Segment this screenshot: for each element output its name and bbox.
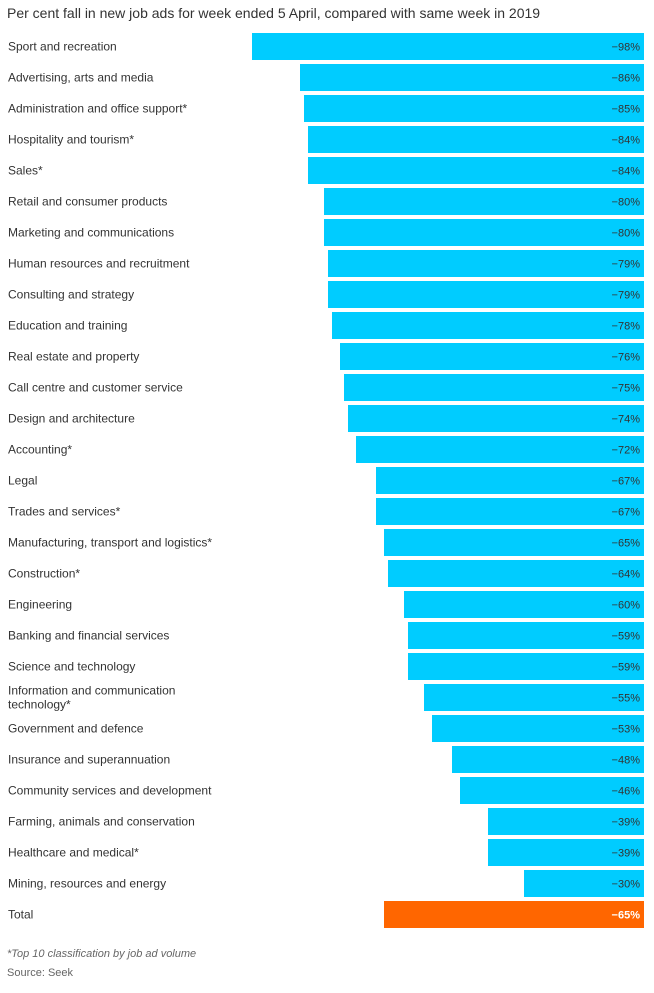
value-label: −85% — [612, 104, 641, 116]
value-label: −30% — [612, 879, 641, 891]
bar — [252, 33, 644, 60]
category-label: Real estate and property — [8, 350, 139, 364]
value-label: −53% — [612, 724, 641, 736]
category-label: Information and communication technology* — [8, 684, 175, 712]
bar — [324, 219, 644, 246]
bar — [488, 808, 644, 835]
bar — [452, 746, 644, 773]
category-label: Banking and financial services — [8, 629, 169, 643]
category-label: Consulting and strategy — [8, 288, 134, 302]
value-label: −65% — [612, 910, 641, 922]
value-label: −64% — [612, 569, 641, 581]
category-label: Accounting* — [8, 443, 72, 457]
bar — [356, 436, 644, 463]
category-label: Community services and development — [8, 784, 212, 798]
bar — [432, 715, 644, 742]
category-label: Sales* — [8, 164, 43, 178]
value-label: −80% — [612, 197, 641, 209]
value-label: −76% — [612, 352, 641, 364]
value-label: −84% — [612, 166, 641, 178]
category-label: Design and architecture — [8, 412, 135, 426]
bar — [328, 250, 644, 277]
category-label: Retail and consumer products — [8, 195, 167, 209]
category-label: Advertising, arts and media — [8, 71, 154, 85]
bar — [344, 374, 644, 401]
category-label: Sport and recreation — [8, 40, 117, 54]
category-label: Total — [8, 908, 33, 922]
bar — [328, 281, 644, 308]
bar — [300, 64, 644, 91]
value-label: −46% — [612, 786, 641, 798]
value-label: −39% — [612, 848, 641, 860]
value-label: −67% — [612, 507, 641, 519]
value-label: −80% — [612, 228, 641, 240]
source-note: Source: Seek — [7, 967, 74, 979]
category-label: Education and training — [8, 319, 127, 333]
category-label: Engineering — [8, 598, 72, 612]
bar — [308, 126, 644, 153]
value-label: −65% — [612, 538, 641, 550]
category-label: Government and defence — [8, 722, 144, 736]
bar — [388, 560, 644, 587]
value-label: −75% — [612, 383, 641, 395]
category-label: Call centre and customer service — [8, 381, 183, 395]
bar — [384, 529, 644, 556]
value-label: −48% — [612, 755, 641, 767]
bar — [376, 467, 644, 494]
bar — [488, 839, 644, 866]
bar — [376, 498, 644, 525]
bar — [348, 405, 644, 432]
value-label: −74% — [612, 414, 641, 426]
chart-title: Per cent fall in new job ads for week en… — [7, 5, 541, 21]
category-label: Insurance and superannuation — [8, 753, 170, 767]
bar — [324, 188, 644, 215]
value-label: −72% — [612, 445, 641, 457]
value-label: −67% — [612, 476, 641, 488]
category-label: Hospitality and tourism* — [8, 133, 134, 147]
bar-total — [384, 901, 644, 928]
value-label: −39% — [612, 817, 641, 829]
category-label: Healthcare and medical* — [8, 846, 139, 860]
value-label: −55% — [612, 693, 641, 705]
value-label: −78% — [612, 321, 641, 333]
category-label: Manufacturing, transport and logistics* — [8, 536, 212, 550]
value-label: −79% — [612, 290, 641, 302]
bar — [408, 653, 644, 680]
value-label: −79% — [612, 259, 641, 271]
bar — [524, 870, 644, 897]
bar — [304, 95, 644, 122]
value-label: −98% — [612, 42, 641, 54]
category-label: Mining, resources and energy — [8, 877, 166, 891]
value-label: −84% — [612, 135, 641, 147]
category-label: Human resources and recruitment — [8, 257, 190, 271]
value-label: −60% — [612, 600, 641, 612]
category-label: Administration and office support* — [8, 102, 188, 116]
bar — [332, 312, 644, 339]
footnote: *Top 10 classification by job ad volume — [7, 948, 197, 960]
value-label: −59% — [612, 631, 641, 643]
category-label: Legal — [8, 474, 37, 488]
bar — [340, 343, 644, 370]
category-label: Marketing and communications — [8, 226, 174, 240]
category-label: Farming, animals and conservation — [8, 815, 195, 829]
value-label: −59% — [612, 662, 641, 674]
category-label: Science and technology — [8, 660, 135, 674]
bar — [460, 777, 644, 804]
bar — [308, 157, 644, 184]
bar — [404, 591, 644, 618]
bar — [408, 622, 644, 649]
value-label: −86% — [612, 73, 641, 85]
category-label: Construction* — [8, 567, 80, 581]
bar — [424, 684, 644, 711]
category-label: Trades and services* — [8, 505, 121, 519]
